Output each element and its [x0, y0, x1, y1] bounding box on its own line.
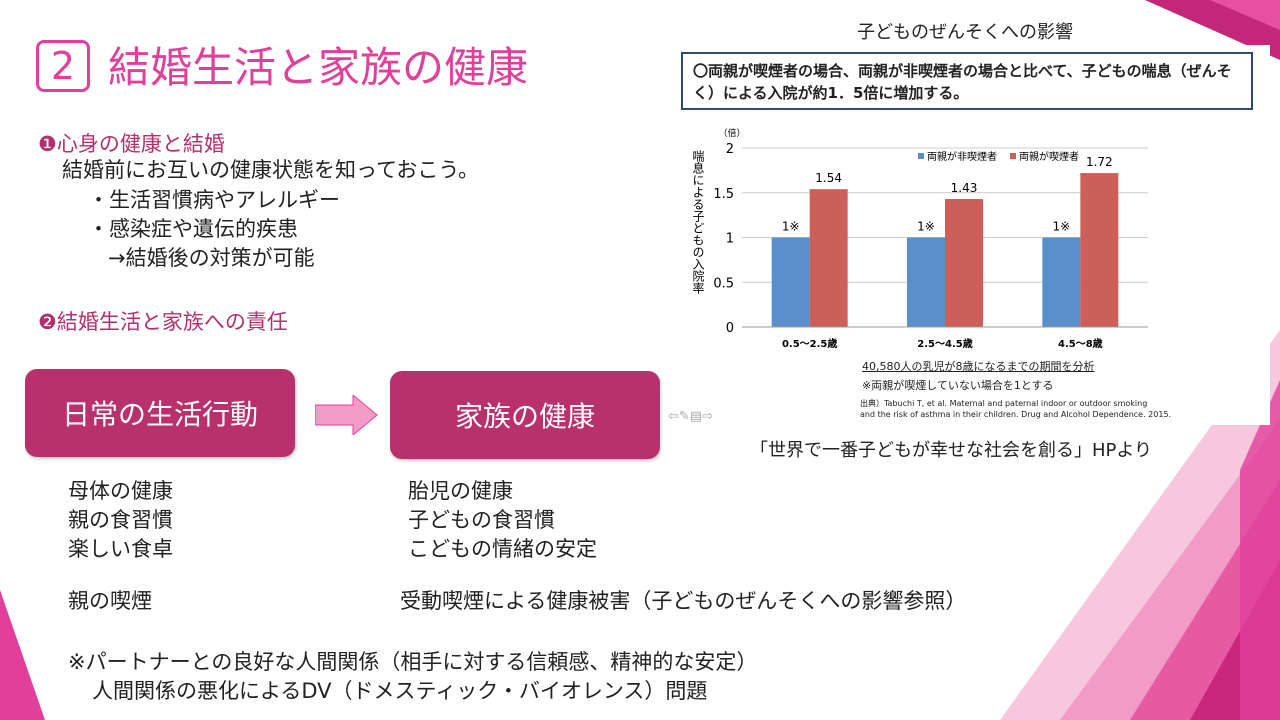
bar-chart: 0 0.5 1 1.5 2 （倍） 喘息による子どもの入院率 1※ 1.54 0.5〜2.5歳 1※…	[691, 127, 1148, 350]
y-tick-label: 1	[726, 232, 734, 247]
right-item: こどもの情緒の安定	[408, 537, 597, 561]
passive-smoking: 受動喫煙による健康被害（子どものぜんそくへの影響参照）	[400, 589, 967, 613]
section1-line: 結婚前にお互いの健康状態を知っておこう。	[62, 158, 480, 182]
note: 人間関係の悪化によるDV（ドメスティック・バイオレンス）問題	[92, 679, 708, 703]
note: ※パートナーとの良好な人間関係（相手に対する信頼感、精神的な安定）	[68, 650, 758, 674]
y-unit-label: （倍）	[718, 127, 745, 139]
legend-label: 両親が非喫煙者	[927, 150, 997, 163]
right-item: 胎児の健康	[408, 479, 513, 503]
chart-footnote: ※両親が喫煙していない場合を1とする	[862, 379, 1054, 392]
slideshow-controls-icon[interactable]: ⇦✎▤⇨	[668, 409, 713, 424]
chart-summary-box: 〇両親が喫煙者の場合、両親が非喫煙者の場合と比べて、子どもの喘息（ぜんそく）によ…	[681, 52, 1253, 110]
y-tick-label: 0.5	[713, 276, 734, 291]
data-label: 1※	[1052, 220, 1070, 234]
left-item: 楽しい食卓	[68, 537, 173, 561]
chart-source: 出典）Tabuchi T, et al. Maternal and patern…	[860, 399, 1148, 408]
data-label: 1.54	[815, 171, 842, 185]
bar-smoker	[809, 189, 848, 327]
daily-behavior-box: 日常の生活行動	[25, 369, 295, 457]
right-item: 子どもの食習慣	[408, 508, 555, 532]
legend-label: 両親が喫煙者	[1019, 150, 1079, 163]
data-label: 1※	[917, 220, 935, 234]
section2-heading: ❷結婚生活と家族への責任	[38, 310, 288, 334]
section1-line: ・感染症や遺伝的疾患	[88, 217, 298, 241]
x-tick-label: 4.5〜8歳	[1058, 337, 1103, 350]
bar-nonsmoker	[771, 237, 810, 327]
right-arrow-icon	[315, 395, 378, 435]
chart-title: 子どものぜんそくへの影響	[857, 22, 1073, 43]
bar-smoker	[1080, 173, 1119, 327]
data-label: 1※	[782, 220, 800, 234]
y-tick-label: 0	[726, 321, 734, 336]
chart-source: and the risk of asthma in their children…	[860, 410, 1172, 419]
bar-nonsmoker	[907, 237, 945, 327]
x-tick-label: 2.5〜4.5歳	[917, 337, 972, 350]
chart-credit: 「世界で一番子どもが幸せな社会を創る」HPより	[750, 440, 1153, 461]
legend-swatch	[918, 153, 924, 159]
section1-line: ・生活習慣病やアレルギー	[88, 188, 340, 212]
y-tick-label: 2	[726, 142, 734, 157]
data-label: 1.72	[1086, 155, 1113, 169]
slide-title: 結婚生活と家族の健康	[108, 43, 529, 92]
y-axis-label: 喘息による子どもの入院率	[691, 150, 705, 294]
legend-swatch	[1010, 153, 1016, 159]
data-label: 1.43	[951, 181, 978, 195]
chart-analysis: 40,580人の乳児が8歳になるまでの期間を分析	[862, 360, 1095, 373]
parent-smoking: 親の喫煙	[68, 589, 152, 613]
x-tick-label: 0.5〜2.5歳	[782, 337, 837, 350]
bar-smoker	[945, 199, 983, 327]
left-item: 親の食習慣	[68, 508, 173, 532]
bar-nonsmoker	[1042, 237, 1081, 327]
left-item: 母体の健康	[68, 479, 173, 503]
section1-line: →結婚後の対策が可能	[108, 246, 315, 270]
section1-heading: ❶心身の健康と結婚	[38, 132, 225, 156]
family-health-box: 家族の健康	[390, 371, 660, 459]
slide-number: 2	[36, 40, 90, 92]
y-tick-label: 1.5	[713, 187, 734, 202]
